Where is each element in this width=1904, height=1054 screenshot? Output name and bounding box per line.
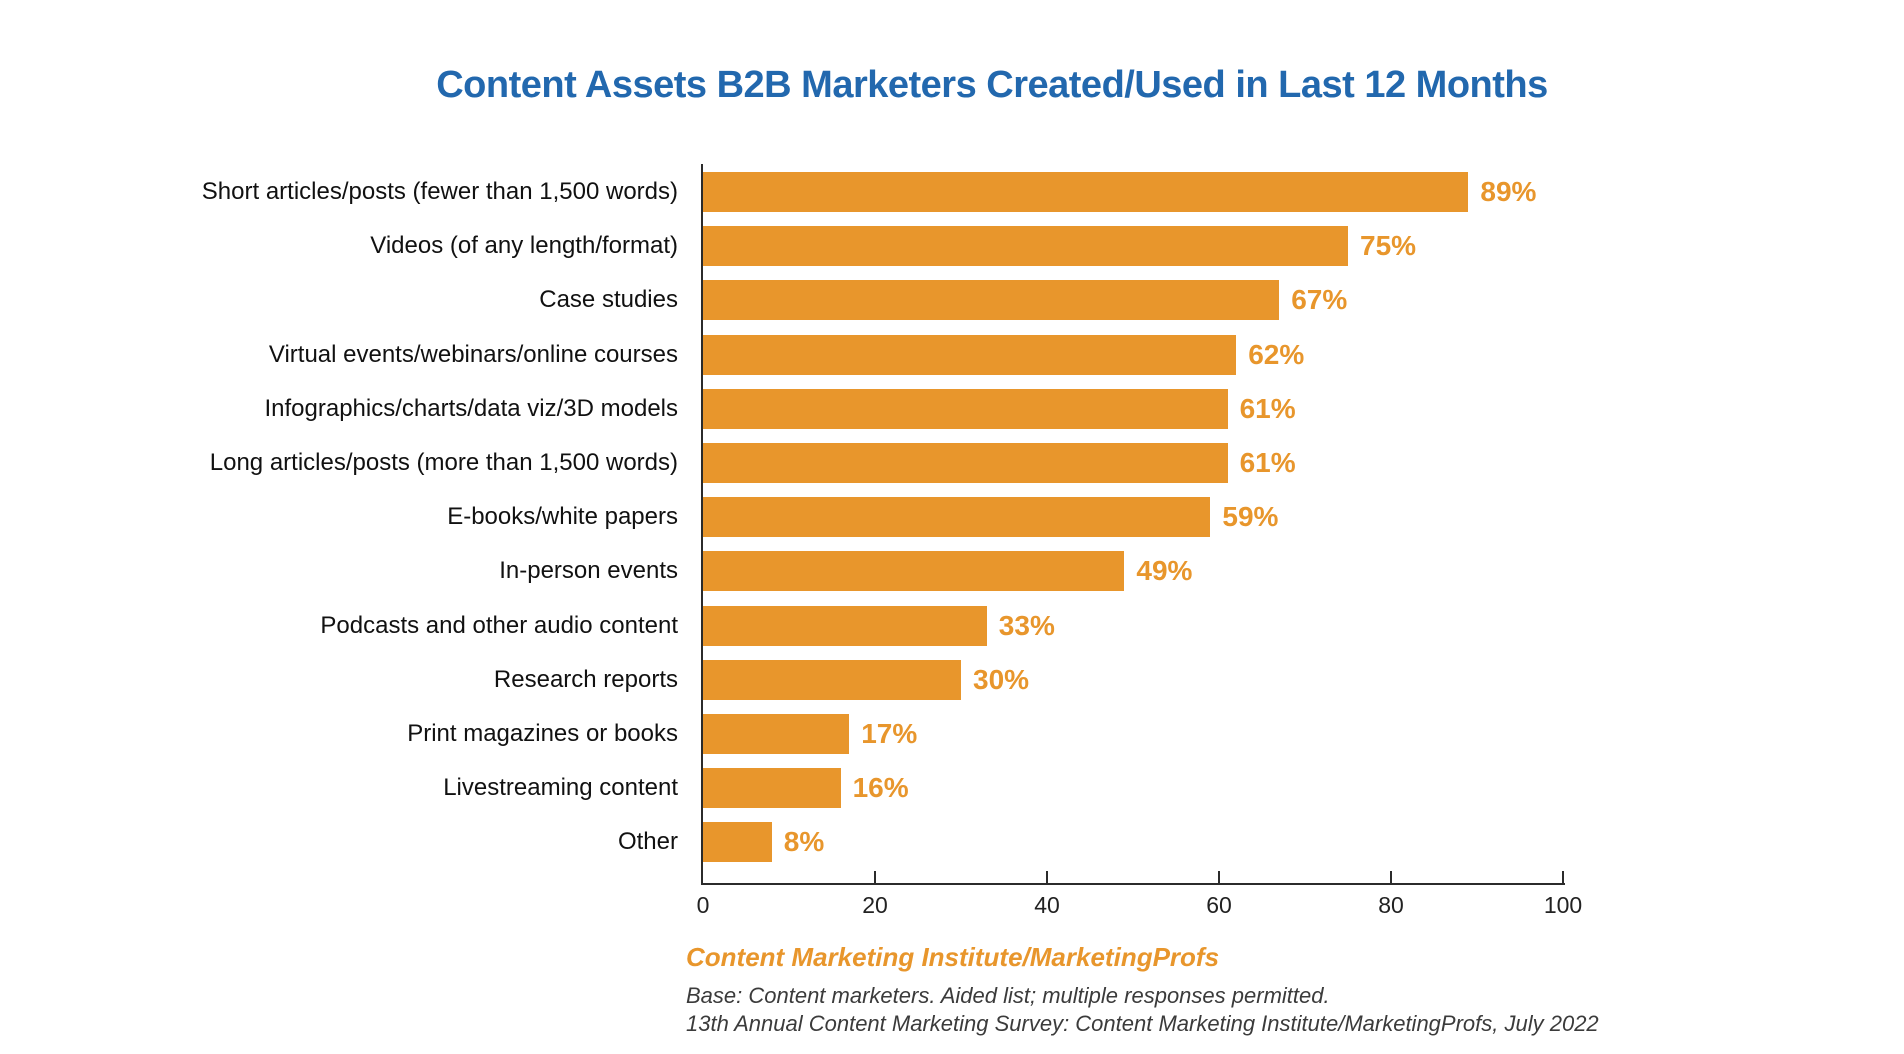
category-label: Podcasts and other audio content: [320, 611, 678, 639]
bar: [703, 713, 850, 754]
value-label: 67%: [1291, 284, 1348, 316]
bar-rows: Short articles/posts (fewer than 1,500 w…: [0, 165, 1904, 869]
x-tick-label: 60: [1206, 892, 1232, 918]
y-axis-line: [701, 164, 703, 885]
bar-row: Long articles/posts (more than 1,500 wor…: [0, 436, 1904, 490]
x-tick: [1046, 871, 1048, 883]
category-label: Infographics/charts/data viz/3D models: [264, 394, 678, 422]
value-label: 17%: [861, 717, 918, 749]
value-label: 75%: [1360, 230, 1417, 262]
category-label: E-books/white papers: [447, 503, 678, 531]
bar-row: Other 8%: [0, 815, 1904, 869]
value-label: 61%: [1239, 447, 1296, 479]
bar-row: Livestreaming content 16%: [0, 761, 1904, 815]
base-note: Base: Content marketers. Aided list; mul…: [686, 983, 1330, 1008]
value-label: 16%: [852, 772, 909, 804]
value-label: 33%: [998, 609, 1055, 641]
footer-notes: Content Marketing Institute/MarketingPro…: [686, 942, 1599, 1038]
bar: [703, 280, 1280, 321]
x-tick-label: 20: [862, 892, 888, 918]
bar-row: Virtual events/webinars/online courses 62…: [0, 328, 1904, 382]
bar-row: Short articles/posts (fewer than 1,500 w…: [0, 165, 1904, 219]
category-label: In-person events: [499, 557, 678, 585]
bar: [703, 497, 1211, 538]
bar: [703, 172, 1469, 213]
bar: [703, 388, 1228, 429]
chart-title: Content Assets B2B Marketers Created/Use…: [436, 64, 1548, 106]
category-label: Case studies: [539, 286, 678, 314]
bar-row: Infographics/charts/data viz/3D models 61…: [0, 382, 1904, 436]
x-axis-line: [701, 883, 1565, 885]
x-tick-label: 40: [1034, 892, 1060, 918]
value-label: 59%: [1222, 501, 1279, 533]
value-label: 61%: [1239, 392, 1296, 424]
bar-row: Research reports 30%: [0, 653, 1904, 707]
category-label: Livestreaming content: [443, 774, 678, 802]
bar: [703, 551, 1125, 592]
x-tick: [1390, 871, 1392, 883]
bar-row: E-books/white papers 59%: [0, 490, 1904, 544]
bar-row: Case studies 67%: [0, 273, 1904, 327]
bar-row: In-person events 49%: [0, 544, 1904, 598]
x-tick: [1218, 871, 1220, 883]
category-label: Research reports: [493, 665, 678, 693]
x-tick: [874, 871, 876, 883]
x-tick-label: 80: [1378, 892, 1404, 918]
bar-row: Videos (of any length/format) 75%: [0, 219, 1904, 273]
category-label: Other: [617, 828, 678, 856]
x-tick-label: 100: [1543, 892, 1583, 918]
bar-row: Print magazines or books 17%: [0, 707, 1904, 761]
category-label: Print magazines or books: [407, 719, 678, 747]
source-attribution: Content Marketing Institute/MarketingPro…: [686, 942, 1220, 972]
value-label: 62%: [1248, 338, 1305, 370]
bar: [703, 226, 1348, 267]
bar: [703, 605, 987, 646]
value-label: 8%: [783, 826, 825, 858]
category-label: Virtual events/webinars/online courses: [268, 340, 678, 368]
x-tick: [1562, 871, 1564, 883]
category-label: Long articles/posts (more than 1,500 wor…: [209, 449, 678, 477]
value-label: 89%: [1480, 176, 1537, 208]
bar: [703, 768, 841, 809]
category-label: Videos (of any length/format): [370, 232, 678, 260]
value-label: 30%: [973, 663, 1030, 695]
bar-row: Podcasts and other audio content 33%: [0, 599, 1904, 653]
bar: [703, 659, 961, 700]
bar: [703, 334, 1237, 375]
bar: [703, 443, 1228, 484]
survey-note: 13th Annual Content Marketing Survey: Co…: [686, 1011, 1599, 1036]
category-label: Short articles/posts (fewer than 1,500 w…: [201, 178, 678, 206]
bar: [703, 822, 772, 863]
value-label: 49%: [1136, 555, 1193, 587]
x-tick-label: 0: [696, 892, 710, 918]
